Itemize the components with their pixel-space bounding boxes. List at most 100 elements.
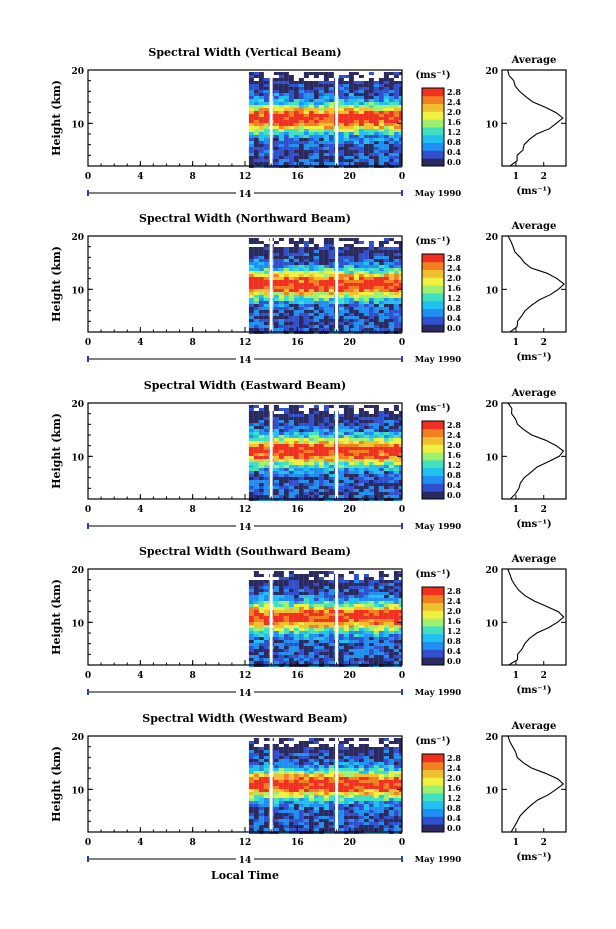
heatmap-cell (303, 828, 309, 831)
heatmap-cell (273, 798, 279, 801)
heatmap-cell (298, 756, 304, 759)
heatmap-cell (343, 661, 349, 664)
colorbar-swatch (422, 475, 444, 484)
heatmap-cell (258, 135, 264, 138)
heatmap-cell (303, 277, 309, 280)
heatmap-cell (368, 111, 374, 114)
heatmap-cell (343, 822, 349, 825)
heatmap-cell (323, 652, 329, 655)
heatmap-cell (263, 304, 269, 307)
heatmap-cell (338, 325, 344, 328)
heatmap-cell (343, 580, 349, 583)
heatmap-cell (398, 144, 402, 147)
heatmap-cell (328, 444, 334, 447)
colorbar-swatch (422, 103, 444, 112)
heatmap-cell (248, 72, 254, 75)
x-tick-label: 12 (239, 338, 252, 348)
heatmap-cell (283, 274, 289, 277)
average-x-tick-label: 1 (513, 172, 519, 182)
heatmap-cell (283, 135, 289, 138)
heatmap-cell (298, 598, 304, 601)
heatmap-cell (303, 99, 309, 102)
heatmap-cell (248, 747, 254, 750)
heatmap-cell (313, 102, 319, 105)
heatmap-cell (318, 804, 324, 807)
heatmap-cell (398, 468, 402, 471)
heatmap-cell (263, 417, 269, 420)
heatmap-cell (338, 108, 344, 111)
heatmap-cell (323, 429, 329, 432)
heatmap-cell (303, 259, 309, 262)
heatmap-cell (288, 325, 294, 328)
heatmap-cell (303, 414, 309, 417)
heatmap-cell (258, 486, 264, 489)
heatmap-cell (253, 105, 259, 108)
heatmap-cell (368, 271, 374, 274)
heatmap-cell (258, 640, 264, 643)
heatmap-cell (253, 132, 259, 135)
heatmap-cell (393, 144, 399, 147)
heatmap-cell (258, 90, 264, 93)
heatmap-cell (308, 658, 314, 661)
heatmap-cell (273, 816, 279, 819)
heatmap-cell (348, 81, 354, 84)
heatmap-cell (258, 150, 264, 153)
heatmap-cell (288, 256, 294, 259)
heatmap-cell (283, 286, 289, 289)
heatmap-cell (288, 429, 294, 432)
heatmap-cell (398, 414, 402, 417)
heatmap-cell (298, 595, 304, 598)
heatmap-cell (308, 783, 314, 786)
heatmap-cell (348, 111, 354, 114)
heatmap-cell (303, 241, 309, 244)
heatmap-cell (328, 598, 334, 601)
heatmap-cell (368, 471, 374, 474)
heatmap-cell (358, 807, 364, 810)
heatmap-cell (248, 162, 254, 165)
heatmap-cell (368, 807, 374, 810)
heatmap-cell (273, 598, 279, 601)
heatmap-cell (283, 153, 289, 156)
heatmap-cell (373, 456, 379, 459)
heatmap-cell (368, 816, 374, 819)
heatmap-cell (313, 432, 319, 435)
heatmap-cell (263, 316, 269, 319)
heatmap-cell (248, 78, 254, 81)
colorbar-swatch (422, 324, 444, 333)
heatmap-cell (388, 492, 394, 495)
heatmap-cell (373, 819, 379, 822)
heatmap-cell (323, 580, 329, 583)
heatmap-cell (393, 250, 399, 253)
data-gap (335, 70, 339, 166)
heatmap-cell (348, 828, 354, 831)
heatmap-cell (348, 571, 354, 574)
heatmap-cell (353, 816, 359, 819)
heatmap-cell (248, 307, 254, 310)
heatmap-cell (338, 631, 344, 634)
heatmap-cell (313, 622, 319, 625)
heatmap-cell (398, 486, 402, 489)
heatmap-cell (343, 771, 349, 774)
beam-panel-4: Spectral Width (Southward Beam)2010Heigh… (50, 545, 567, 699)
heatmap-cell (328, 265, 334, 268)
heatmap-cell (328, 277, 334, 280)
heatmap-cell (368, 450, 374, 453)
heatmap-cell (373, 316, 379, 319)
heatmap-cell (378, 583, 384, 586)
heatmap-cell (383, 150, 389, 153)
heatmap-cell (288, 577, 294, 580)
heatmap-cell (258, 598, 264, 601)
heatmap-cell (273, 138, 279, 141)
colorbar-frame (421, 87, 445, 167)
colorbar-swatch (422, 127, 444, 136)
heatmap-cell (288, 762, 294, 765)
heatmap-cell (368, 159, 374, 162)
heatmap-cell (313, 474, 319, 477)
heatmap-cell (273, 492, 279, 495)
colorbar-tick-label: 1.2 (447, 293, 461, 303)
heatmap-cell (258, 595, 264, 598)
heatmap-cell (358, 429, 364, 432)
heatmap-cell (258, 462, 264, 465)
heatmap-cell (288, 495, 294, 498)
heatmap-cell (273, 313, 279, 316)
